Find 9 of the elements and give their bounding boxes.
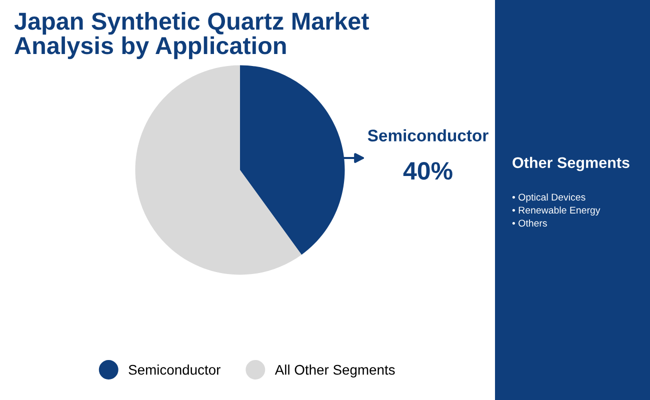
text: • Renewable Energy xyxy=(512,206,600,216)
chart-title: Japan Synthetic Quartz Market Analysis by Application xyxy=(14,12,369,60)
data-label: 40% xyxy=(403,162,452,180)
text: Other Segments xyxy=(512,156,630,172)
legend-label: Semiconductor xyxy=(128,364,220,375)
text: • Optical Devices xyxy=(512,193,586,203)
legend-label: All Other Segments xyxy=(274,364,395,378)
text: • Others xyxy=(512,219,547,227)
slice-label: Semiconductor xyxy=(368,129,488,142)
